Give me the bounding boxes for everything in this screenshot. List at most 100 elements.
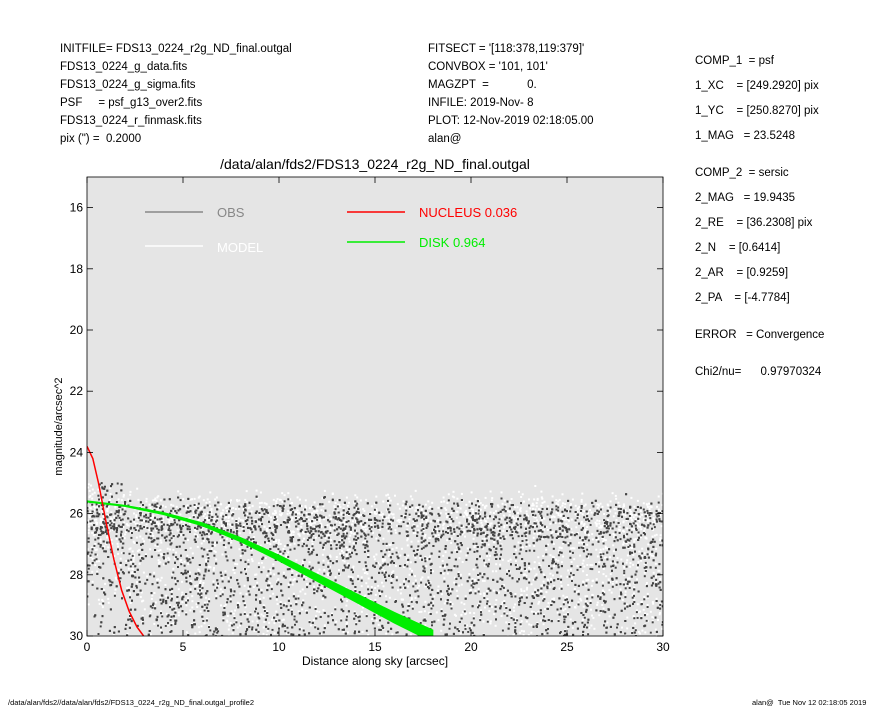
data-point: [583, 504, 586, 507]
data-point: [133, 553, 136, 556]
data-point: [327, 534, 330, 536]
data-point: [646, 620, 649, 623]
data-point: [157, 559, 160, 562]
data-point: [495, 563, 498, 566]
data-point: [239, 592, 242, 595]
data-point: [205, 560, 208, 562]
data-point: [484, 496, 487, 499]
data-point: [587, 633, 590, 636]
data-point: [356, 515, 359, 518]
data-point: [101, 603, 104, 606]
data-point: [472, 616, 475, 618]
data-point: [458, 619, 461, 622]
data-point: [474, 589, 477, 592]
data-point: [87, 523, 90, 526]
data-point: [508, 501, 511, 504]
data-point: [532, 579, 535, 582]
data-point: [489, 622, 492, 625]
data-point: [239, 641, 241, 643]
data-point: [122, 494, 125, 496]
data-point: [258, 506, 261, 509]
data-point: [454, 549, 457, 552]
data-point: [586, 526, 589, 528]
data-point: [461, 533, 464, 536]
data-point: [139, 535, 142, 538]
data-point: [630, 543, 633, 546]
data-point: [316, 505, 319, 508]
data-point: [661, 492, 663, 495]
data-point: [477, 503, 480, 506]
data-point: [169, 526, 172, 529]
data-point: [258, 521, 261, 524]
data-point: [614, 494, 617, 497]
data-point: [604, 547, 607, 550]
component-param: 1_YC = [250.8270] pix: [695, 105, 819, 117]
data-point: [425, 518, 428, 521]
data-point: [159, 579, 162, 582]
data-point: [312, 510, 315, 513]
data-point: [276, 549, 279, 552]
data-point: [213, 554, 216, 557]
data-point: [205, 596, 207, 599]
data-point: [370, 505, 373, 508]
data-point: [345, 554, 348, 557]
data-point: [160, 639, 162, 641]
data-point: [266, 639, 268, 641]
data-point: [260, 561, 263, 564]
data-point: [171, 640, 173, 642]
data-point: [646, 613, 649, 616]
data-point: [499, 557, 501, 560]
data-point: [357, 522, 360, 525]
data-point: [514, 564, 517, 567]
plot-content: [87, 445, 663, 643]
data-point: [564, 536, 567, 539]
data-point: [442, 572, 445, 575]
data-point: [91, 570, 94, 573]
data-point: [299, 590, 302, 593]
data-point: [484, 519, 487, 522]
data-point: [271, 618, 273, 621]
data-point: [536, 498, 539, 501]
data-point: [471, 531, 473, 534]
data-point: [251, 626, 254, 629]
data-point: [518, 552, 521, 555]
data-point: [205, 501, 208, 504]
data-point: [486, 598, 489, 601]
data-point: [369, 598, 372, 601]
data-point: [322, 559, 325, 562]
data-point: [173, 513, 176, 515]
data-point: [286, 640, 288, 642]
data-point: [149, 539, 152, 542]
data-point: [511, 524, 514, 527]
data-point: [391, 548, 394, 551]
data-point: [156, 545, 159, 548]
data-point: [438, 537, 441, 540]
data-point: [333, 506, 336, 509]
data-point: [226, 619, 229, 622]
data-point: [156, 521, 159, 524]
data-point: [362, 540, 365, 543]
data-point: [653, 641, 655, 643]
data-point: [542, 623, 545, 626]
component-param: ERROR = Convergence: [695, 329, 825, 341]
data-point: [193, 497, 196, 500]
data-point: [113, 592, 116, 595]
header-middle: FITSECT = '[118:378,119:379]' CONVBOX = '…: [428, 40, 594, 148]
data-point: [117, 568, 120, 571]
data-point: [638, 632, 641, 635]
data-point: [128, 548, 131, 551]
data-point: [176, 529, 179, 532]
data-point: [557, 549, 560, 552]
data-point: [487, 535, 490, 538]
data-point: [138, 506, 141, 509]
data-point: [129, 493, 132, 496]
data-point: [593, 627, 596, 630]
data-point: [561, 514, 564, 517]
data-point: [313, 501, 316, 504]
data-point: [612, 550, 615, 553]
data-point: [161, 615, 164, 618]
data-point: [399, 583, 402, 586]
data-point: [427, 516, 430, 519]
data-point: [455, 510, 458, 513]
data-point: [323, 489, 326, 492]
